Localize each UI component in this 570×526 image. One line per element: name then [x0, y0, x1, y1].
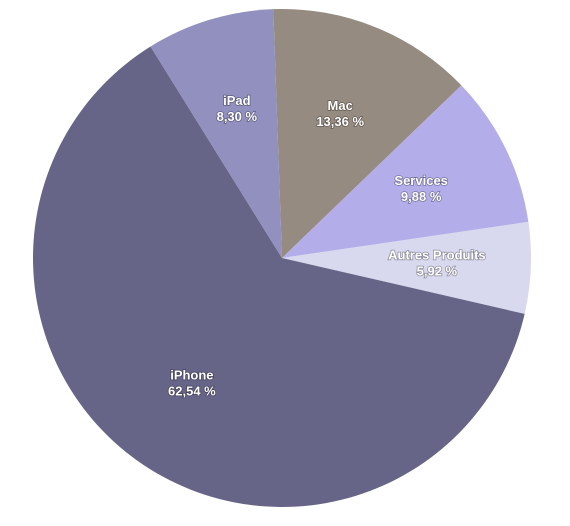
slice-value-label: 9,88 %: [401, 189, 442, 204]
pie-slice: [282, 221, 531, 314]
pie-slice: [150, 9, 282, 258]
slice-value-label: 13,36 %: [316, 114, 364, 129]
slice-label: Autres Produits: [388, 248, 486, 263]
pie-slice: [273, 9, 462, 258]
slice-label: Mac: [328, 98, 353, 113]
slice-label: iPad: [223, 93, 251, 108]
pie-slice: [32, 46, 525, 508]
slice-label: Services: [394, 173, 448, 188]
slice-value-label: 8,30 %: [217, 109, 258, 124]
pie-slice: [282, 85, 529, 259]
slice-value-label: 5,92 %: [417, 264, 458, 279]
slice-value-label: 62,54 %: [168, 384, 216, 399]
slice-label: iPhone: [170, 368, 213, 383]
